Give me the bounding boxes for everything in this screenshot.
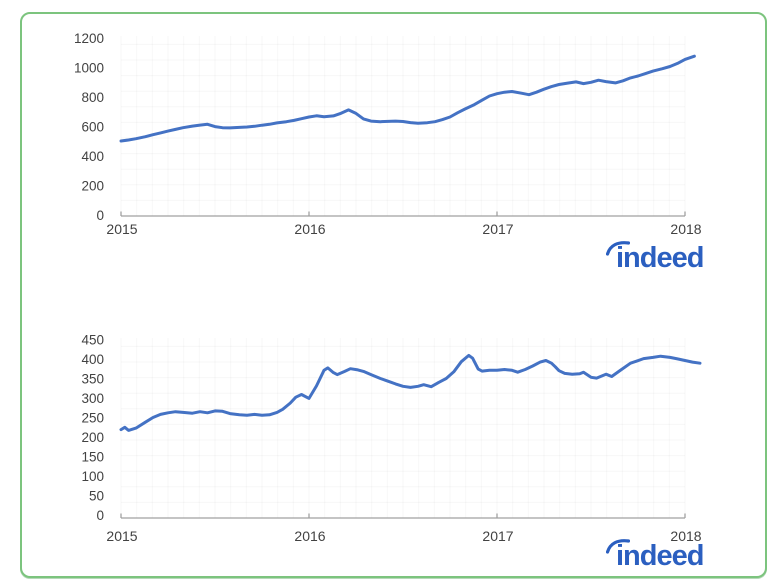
indeed-arc-icon: [606, 241, 630, 256]
chart-card: [20, 12, 767, 578]
indeed-logo: indeed: [604, 241, 714, 274]
indeed-logo-text: indeed: [616, 540, 704, 572]
indeed-arc-icon: [606, 539, 630, 554]
indeed-logo-text: indeed: [616, 242, 704, 274]
indeed-logo: indeed: [604, 539, 714, 572]
